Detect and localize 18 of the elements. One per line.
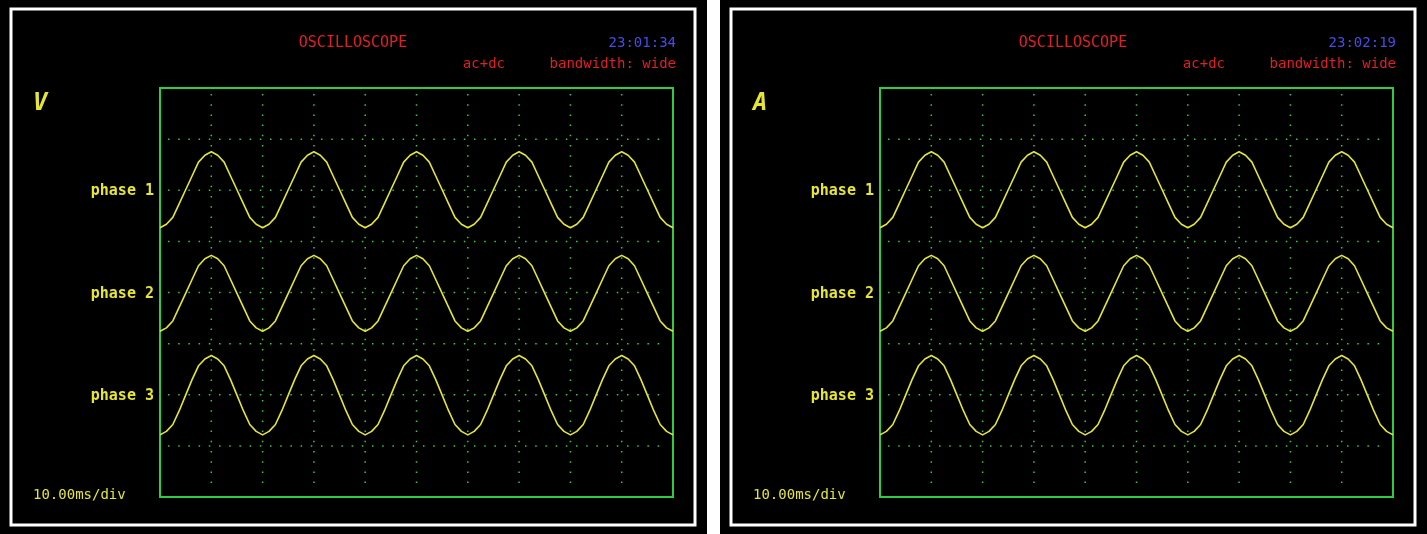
series-label: phase 3 xyxy=(90,386,154,405)
series-label: phase 3 xyxy=(810,386,874,405)
chart-title: OSCILLOSCOPE xyxy=(1018,33,1128,51)
x-axis-title: 10.00ms/div xyxy=(753,486,846,502)
series-label: phase 2 xyxy=(810,284,874,303)
text: 23:02:19 xyxy=(1328,34,1396,50)
y-axis-title: A xyxy=(751,88,768,116)
text: bandwidth: wide xyxy=(549,55,676,71)
text: bandwidth: wide xyxy=(1269,55,1396,71)
series-label: phase 2 xyxy=(90,284,154,303)
x-axis-title: 10.00ms/div xyxy=(33,486,126,502)
y-axis-title: V xyxy=(33,88,49,116)
text: 23:01:34 xyxy=(608,34,676,50)
text: ac+dc xyxy=(1182,55,1225,71)
chart-title: OSCILLOSCOPE xyxy=(298,33,408,51)
series-label: phase 1 xyxy=(810,180,874,199)
series-label: phase 1 xyxy=(90,180,154,199)
text: ac+dc xyxy=(462,55,505,71)
